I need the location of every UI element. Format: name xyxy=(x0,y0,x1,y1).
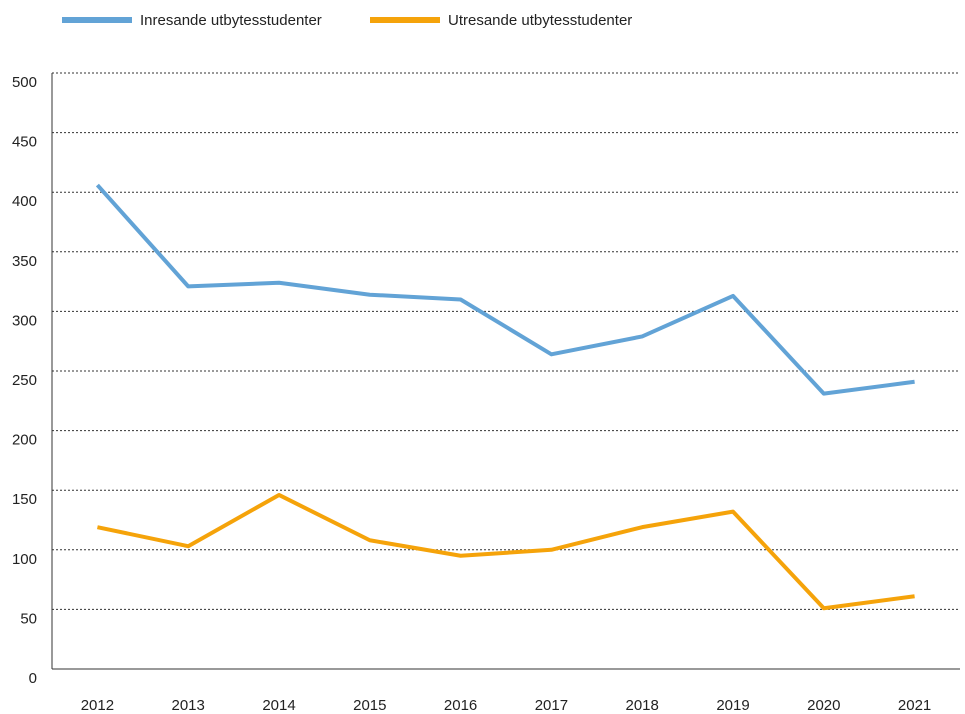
y-tick-label: 200 xyxy=(12,432,37,449)
x-tick-label: 2021 xyxy=(898,697,931,714)
x-tick-label: 2018 xyxy=(626,697,659,714)
y-tick-label: 250 xyxy=(12,372,37,389)
legend-label: Inresande utbytesstudenter xyxy=(140,12,322,29)
x-tick-label: 2019 xyxy=(716,697,749,714)
y-tick-label: 150 xyxy=(12,491,37,508)
y-tick-label: 50 xyxy=(20,610,37,627)
y-tick-label: 400 xyxy=(12,193,37,210)
x-tick-label: 2020 xyxy=(807,697,840,714)
y-tick-label: 350 xyxy=(12,253,37,270)
y-tick-label: 100 xyxy=(12,551,37,568)
y-tick-label: 450 xyxy=(12,134,37,151)
x-tick-label: 2016 xyxy=(444,697,477,714)
x-tick-label: 2014 xyxy=(262,697,295,714)
series-line xyxy=(95,183,915,396)
y-tick-label: 500 xyxy=(12,74,37,91)
x-tick-label: 2015 xyxy=(353,697,386,714)
y-tick-label: 300 xyxy=(12,312,37,329)
x-tick-label: 2017 xyxy=(535,697,568,714)
x-tick-label: 2012 xyxy=(81,697,114,714)
x-tick-label: 2013 xyxy=(172,697,205,714)
legend-label: Utresande utbytesstudenter xyxy=(448,12,632,29)
series-line xyxy=(96,492,915,611)
y-tick-label: 0 xyxy=(29,670,37,687)
